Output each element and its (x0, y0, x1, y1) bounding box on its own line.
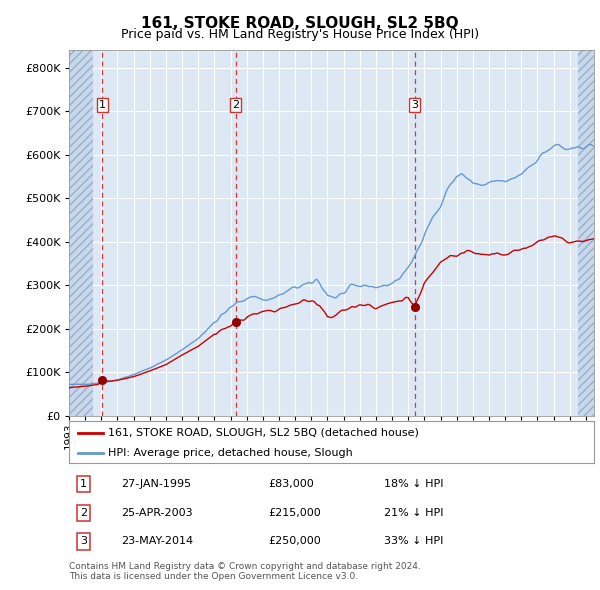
Text: This data is licensed under the Open Government Licence v3.0.: This data is licensed under the Open Gov… (69, 572, 358, 581)
Bar (69, 50, 93, 416)
Bar (578, 50, 594, 416)
Text: Price paid vs. HM Land Registry's House Price Index (HPI): Price paid vs. HM Land Registry's House … (121, 28, 479, 41)
Bar (69, 50, 93, 416)
Text: 161, STOKE ROAD, SLOUGH, SL2 5BQ: 161, STOKE ROAD, SLOUGH, SL2 5BQ (141, 16, 459, 31)
Text: 1: 1 (99, 100, 106, 110)
Text: Contains HM Land Registry data © Crown copyright and database right 2024.: Contains HM Land Registry data © Crown c… (69, 562, 421, 571)
Text: £83,000: £83,000 (269, 479, 314, 489)
Text: £215,000: £215,000 (269, 508, 321, 517)
Text: 3: 3 (411, 100, 418, 110)
Text: 18% ↓ HPI: 18% ↓ HPI (384, 479, 443, 489)
Text: 33% ↓ HPI: 33% ↓ HPI (384, 536, 443, 546)
Text: 2: 2 (80, 508, 87, 517)
Text: 27-JAN-1995: 27-JAN-1995 (121, 479, 191, 489)
Text: 1: 1 (80, 479, 87, 489)
Text: 23-MAY-2014: 23-MAY-2014 (121, 536, 194, 546)
Text: 2: 2 (232, 100, 239, 110)
Bar (578, 50, 594, 416)
Text: 3: 3 (80, 536, 87, 546)
Text: 25-APR-2003: 25-APR-2003 (121, 508, 193, 517)
Text: HPI: Average price, detached house, Slough: HPI: Average price, detached house, Slou… (109, 448, 353, 457)
Text: £250,000: £250,000 (269, 536, 321, 546)
Text: 21% ↓ HPI: 21% ↓ HPI (384, 508, 443, 517)
Text: 161, STOKE ROAD, SLOUGH, SL2 5BQ (detached house): 161, STOKE ROAD, SLOUGH, SL2 5BQ (detach… (109, 428, 419, 438)
